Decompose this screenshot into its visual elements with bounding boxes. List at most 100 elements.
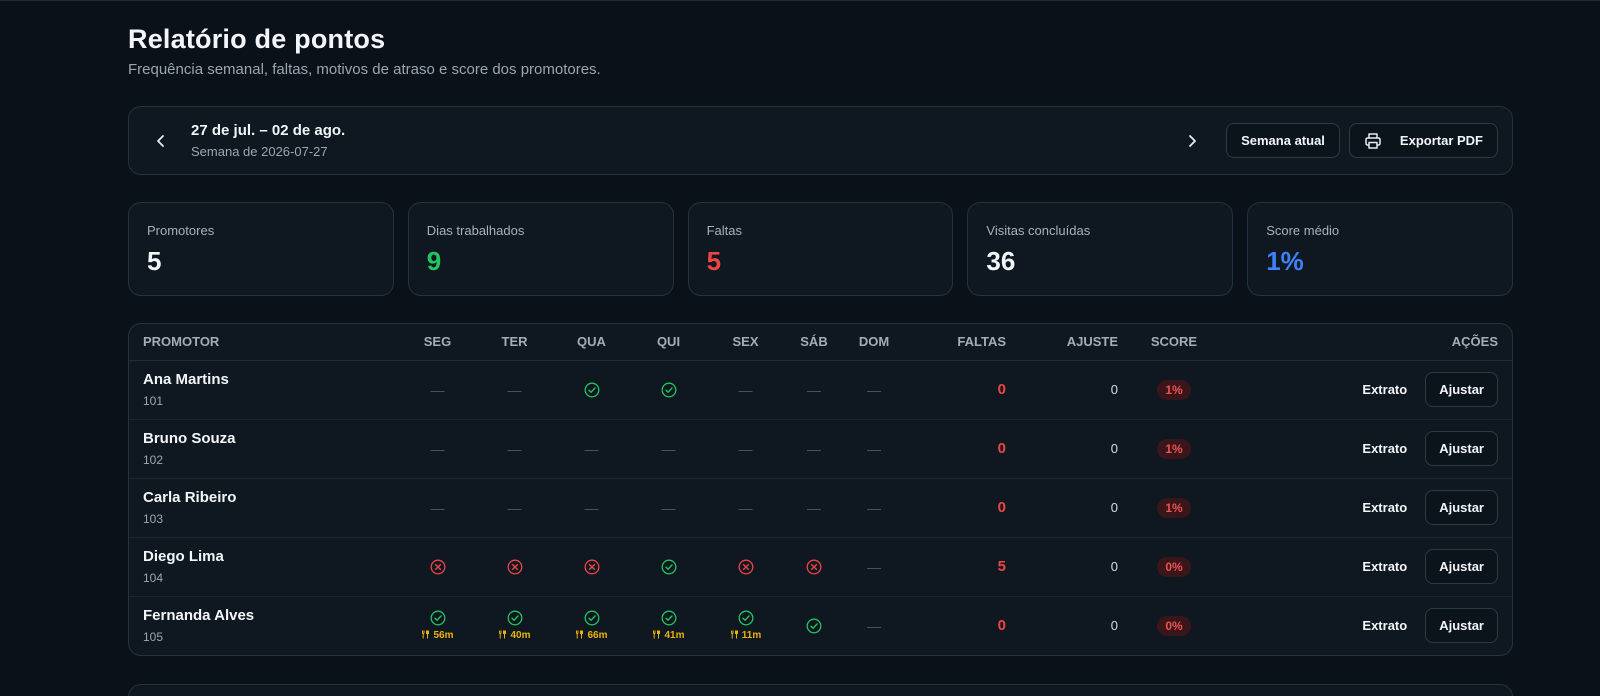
extrato-button[interactable]: Extrato [1362,618,1408,634]
col-faltas: FALTAS [904,324,1014,361]
day-cell: — [844,419,904,479]
ajuste-cell: 0 [1014,360,1124,420]
day-cell: — [707,478,784,538]
no-record-mark: — [430,499,445,516]
col-sex: SEX [707,324,784,361]
stat-value: 5 [706,246,722,276]
day-cell: 56m [399,596,476,655]
score-badge: 1% [1157,438,1191,459]
actions-cell: Extrato Ajustar [1224,478,1512,538]
promotor-cell: Ana Martins 101 [129,360,399,420]
promotor-name: Diego Lima [143,548,224,565]
day-cell: — [844,360,904,420]
extrato-button[interactable]: Extrato [1362,559,1408,574]
promotor-name: Carla Ribeiro [143,489,237,506]
check-circle-icon [738,610,754,626]
ajuste-cell: 0 [1014,537,1124,597]
chevron-right-icon [1189,134,1196,147]
day-cell [707,537,784,597]
no-record-mark: — [867,558,881,575]
stats-row: Promotores 5 Dias trabalhados 9 Faltas 5 Visit… [128,202,1513,296]
no-record-mark: — [584,499,599,516]
promotor-code: 102 [143,453,164,467]
day-cell: — [399,478,476,538]
no-record-mark: — [430,381,445,398]
faltas-value: 5 [997,558,1006,575]
ajustar-button[interactable]: Ajustar [1425,608,1498,644]
delay-time: 11m [741,630,762,642]
check-circle-icon [584,382,600,398]
check-circle-icon [507,610,523,626]
top-divider [0,0,1600,1]
ajustar-button[interactable]: Ajustar [1425,490,1498,525]
day-cell: — [630,419,707,479]
export-pdf-button[interactable]: Exportar PDF [1348,123,1498,158]
no-record-mark: — [661,499,676,516]
ajustar-button[interactable]: Ajustar [1425,549,1498,584]
score-badge: 1% [1157,379,1191,400]
table-body: Ana Martins 101— — — — —0 0 1% Extrato Ajustar Bru… [129,360,1512,655]
page-subtitle: Frequência semanal, faltas, motivos de a… [128,61,601,78]
chevron-left-icon [157,134,164,147]
next-section-card [128,684,1513,696]
ajuste-value: 0 [1110,500,1118,515]
score-badge: 1% [1157,497,1191,518]
day-cell: 40m [476,596,553,655]
ajuste-value: 0 [1110,618,1118,634]
current-week-button[interactable]: Semana atual [1226,123,1340,158]
extrato-button[interactable]: Extrato [1362,382,1408,397]
day-cell [630,360,707,420]
stat-card: Faltas 5 [687,202,954,296]
score-badge: 0% [1157,556,1191,577]
ajuste-value: 0 [1110,559,1118,574]
delay-badge: 66m [575,630,608,642]
delay-time: 66m [587,630,608,642]
day-cell: — [399,419,476,479]
week-info: 27 de jul. – 02 de ago. Semana de 2026-0… [191,122,345,159]
col-qui: QUI [630,324,707,361]
check-circle-icon [584,610,600,626]
col-sab: SÁB [784,324,844,361]
check-circle-icon [661,382,677,398]
day-cell: — [553,478,630,538]
col-score: SCORE [1124,324,1224,361]
no-record-mark: — [738,381,753,398]
x-circle-icon [507,559,523,575]
day-cell: — [784,360,844,420]
faltas-value: 0 [997,617,1006,635]
day-cell: 66m [553,596,630,655]
page-title: Relatório de pontos [128,24,386,54]
ajustar-button[interactable]: Ajustar [1425,431,1498,466]
no-record-mark: — [807,381,821,398]
delay-badge: 56m [421,630,454,641]
promotor-cell: Bruno Souza 102 [129,419,399,479]
x-circle-icon [430,559,446,575]
delay-time: 40m [510,630,531,642]
day-cell [553,537,630,597]
faltas-cell: 0 [904,596,1014,655]
score-cell: 1% [1124,419,1224,479]
ajustar-button[interactable]: Ajustar [1425,372,1498,407]
stat-label: Score médio [1266,223,1340,238]
day-cell: — [476,478,553,538]
previous-week-button[interactable] [143,123,179,159]
table-row: Carla Ribeiro 103 — — — — — — — 0 0 1% Extrato Ajusta… [129,478,1512,538]
no-record-mark: — [661,440,676,457]
check-circle-icon [661,610,677,626]
delay-time: 41m [664,630,685,642]
ajuste-cell: 0 [1014,419,1124,479]
faltas-value: 0 [997,381,1006,398]
day-cell: — [844,478,904,538]
promotor-code: 104 [143,571,164,585]
no-record-mark: — [507,440,522,457]
extrato-button[interactable]: Extrato [1362,441,1408,456]
extrato-button[interactable]: Extrato [1362,500,1408,515]
faltas-cell: 5 [904,537,1014,597]
day-cell: — [784,478,844,538]
ajuste-cell: 0 [1014,478,1124,538]
delay-badge: 40m [498,630,531,642]
day-cell: — [844,596,904,655]
meal-icon [652,630,664,641]
stat-value: 9 [426,246,442,276]
next-week-button[interactable] [1174,123,1210,159]
